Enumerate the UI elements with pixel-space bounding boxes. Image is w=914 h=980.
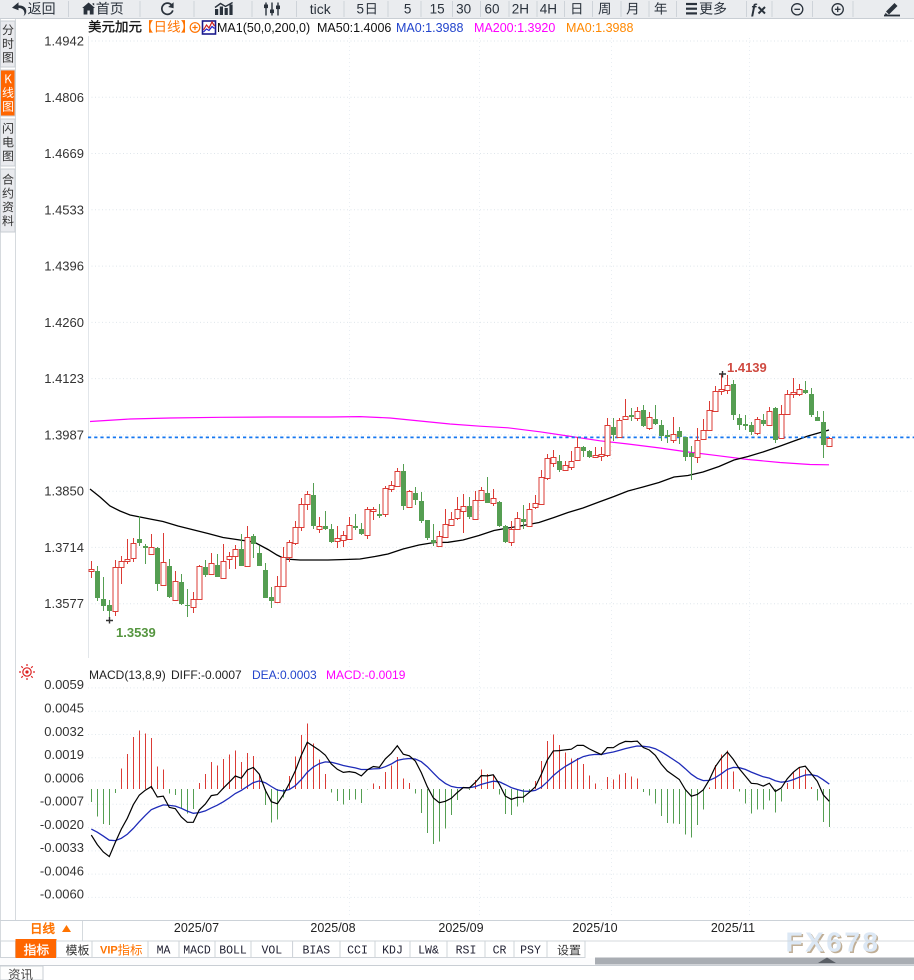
svg-text:DEA:0.0003: DEA:0.0003	[252, 668, 317, 682]
svg-text:0.0032: 0.0032	[44, 724, 84, 739]
svg-text:1.4139: 1.4139	[727, 360, 767, 375]
svg-text:FX678: FX678	[787, 928, 882, 959]
svg-text:1.4396: 1.4396	[44, 259, 84, 274]
svg-text:1.3714: 1.3714	[44, 540, 84, 555]
svg-text:MA1(50,0,200,0): MA1(50,0,200,0)	[217, 21, 310, 35]
svg-text:1.3539: 1.3539	[116, 625, 156, 640]
svg-text:VIP: VIP	[100, 945, 118, 957]
svg-text:MACD:-0.0019: MACD:-0.0019	[326, 668, 406, 682]
svg-text:0.0006: 0.0006	[44, 770, 84, 785]
svg-text:PSY: PSY	[520, 945, 541, 958]
svg-text:0.0019: 0.0019	[44, 747, 84, 762]
svg-text:2025/07: 2025/07	[174, 921, 219, 935]
svg-text:1.4260: 1.4260	[44, 315, 84, 330]
svg-text:4H: 4H	[540, 2, 557, 17]
svg-text:60: 60	[484, 2, 499, 17]
svg-text:2025/11: 2025/11	[711, 921, 755, 935]
svg-text:5: 5	[357, 2, 365, 17]
svg-text:2025/10: 2025/10	[572, 921, 617, 935]
svg-text:MACD(13,8,9): MACD(13,8,9)	[89, 668, 166, 682]
svg-text:CCI: CCI	[347, 945, 368, 958]
svg-text:tick: tick	[310, 1, 332, 17]
svg-text:0.0059: 0.0059	[44, 677, 84, 692]
svg-text:1.4942: 1.4942	[44, 34, 84, 49]
svg-text:2025/09: 2025/09	[438, 921, 483, 935]
svg-text:1.4669: 1.4669	[44, 146, 84, 161]
svg-text:MA: MA	[157, 945, 171, 958]
svg-text:MA50:1.4006: MA50:1.4006	[317, 21, 391, 35]
svg-text:MA0:1.3988: MA0:1.3988	[566, 21, 633, 35]
svg-text:-0.0007: -0.0007	[40, 794, 84, 809]
svg-text:LW&: LW&	[418, 945, 439, 958]
svg-text:30: 30	[456, 2, 471, 17]
svg-text:-0.0046: -0.0046	[40, 863, 84, 878]
svg-text:VOL: VOL	[261, 945, 282, 958]
svg-text:DIFF:-0.0007: DIFF:-0.0007	[171, 668, 242, 682]
svg-text:2025/08: 2025/08	[310, 921, 355, 935]
svg-text:1.4806: 1.4806	[44, 90, 84, 105]
svg-text:1.4533: 1.4533	[44, 202, 84, 217]
svg-text:1.3577: 1.3577	[44, 596, 84, 611]
svg-text:RSI: RSI	[456, 945, 477, 958]
svg-text:15: 15	[430, 2, 445, 17]
svg-text:2H: 2H	[512, 2, 529, 17]
svg-text:MA200:1.3920: MA200:1.3920	[474, 21, 555, 35]
svg-text:ƒ: ƒ	[750, 2, 758, 18]
svg-text:KDJ: KDJ	[382, 945, 403, 958]
svg-text:1.3850: 1.3850	[44, 484, 84, 499]
svg-text:-0.0033: -0.0033	[40, 840, 84, 855]
svg-text:BOLL: BOLL	[219, 945, 247, 958]
svg-text:-0.0060: -0.0060	[40, 887, 84, 902]
svg-text:MACD: MACD	[183, 945, 211, 958]
svg-text:CR: CR	[493, 945, 507, 958]
svg-text:1.4123: 1.4123	[44, 371, 84, 386]
svg-text:1.3987: 1.3987	[44, 427, 84, 442]
svg-text:FX678: FX678	[786, 927, 881, 958]
svg-text:5: 5	[404, 2, 412, 17]
svg-text:MA0:1.3988: MA0:1.3988	[396, 21, 463, 35]
svg-text:0.0045: 0.0045	[44, 700, 84, 715]
svg-text:BIAS: BIAS	[302, 945, 330, 958]
svg-text:-0.0020: -0.0020	[40, 817, 84, 832]
